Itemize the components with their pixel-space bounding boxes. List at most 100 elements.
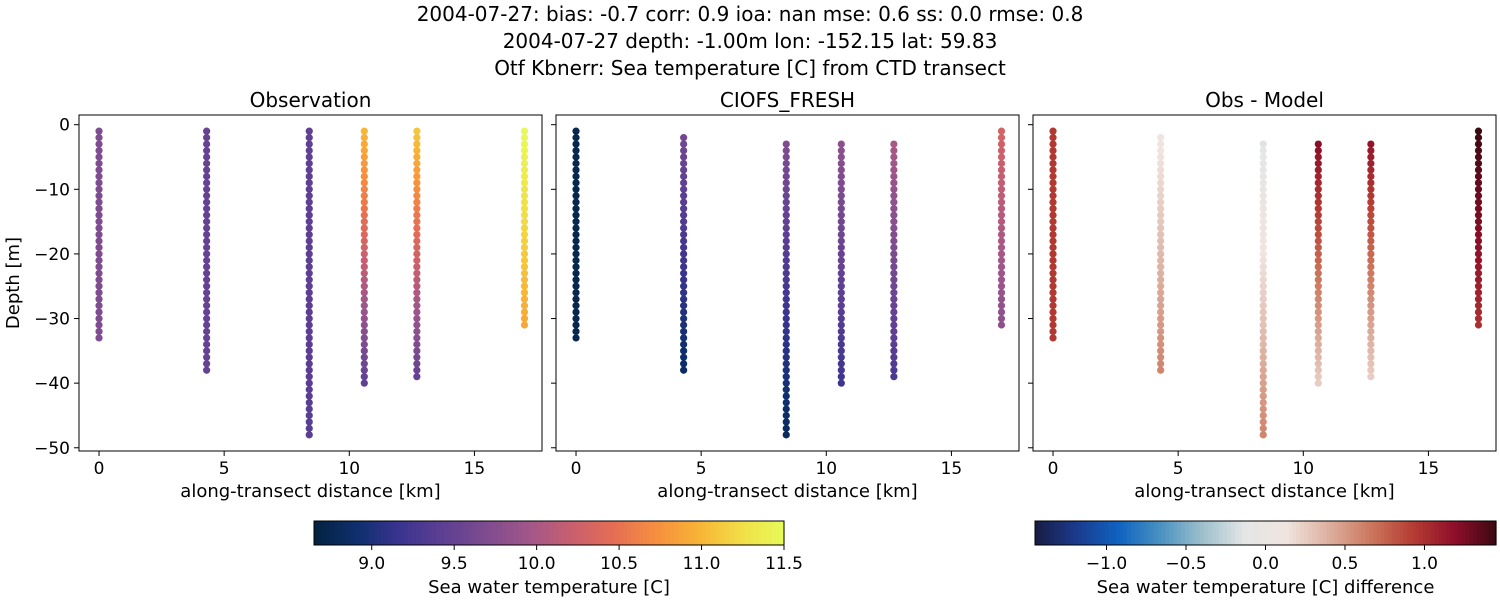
colorbar-tick-label: −1.0 [1086,554,1127,574]
colorbar-segment [1334,521,1340,545]
colorbar-segment [1350,521,1355,545]
data-point [1314,250,1322,258]
data-point [360,179,368,187]
data-point [1314,302,1322,310]
data-point [837,140,845,148]
data-point [680,159,688,168]
colorbar-segment [654,521,660,545]
data-point [1367,340,1375,348]
data-point [890,302,898,310]
data-point [1367,230,1375,239]
data-point [305,334,313,342]
data-point [1474,302,1483,310]
colorbar-segment [361,521,366,545]
data-point [1314,243,1322,252]
x-tick-label: 5 [219,459,230,479]
y-tick-label: 0 [59,116,70,136]
data-point [1259,269,1267,277]
colorbar-segment [1119,521,1124,545]
data-point [95,198,103,206]
data-point [305,172,313,180]
data-point [1049,185,1057,193]
data-point [1259,276,1267,284]
data-point [890,360,898,368]
data-point [1157,321,1165,329]
data-point [360,314,368,323]
data-point [1367,153,1375,161]
colorbar-segment [646,521,652,545]
data-point [413,353,421,361]
colorbar-segment [455,521,460,545]
panel-title: CIOFS_FRESH [720,88,855,112]
data-point [782,424,790,432]
data-point [1049,250,1057,258]
data-point [997,205,1006,213]
data-point [305,405,313,413]
data-point [1474,237,1483,245]
colorbar-segment [1442,521,1447,545]
station-profile [95,127,103,342]
colorbar-segment [1184,521,1190,545]
data-point [997,218,1006,226]
colorbar-segment [1357,521,1363,545]
x-tick-label: 15 [1418,459,1440,479]
data-point [890,179,898,187]
data-point [890,334,898,342]
colorbar-segment [1380,521,1386,545]
data-point [997,282,1006,290]
data-point [95,218,103,226]
colorbar-segment [666,521,672,545]
data-point [305,373,313,381]
colorbar-segment [1073,521,1078,545]
data-point [305,211,313,219]
station-profile [997,127,1006,329]
colorbar-segment [337,521,343,545]
data-point [305,308,313,316]
data-point [782,218,790,226]
data-point [360,198,368,206]
data-point [305,256,313,264]
data-point [1157,327,1165,336]
data-point [305,269,313,277]
data-point [997,230,1006,239]
data-point [203,302,211,310]
colorbar-segment [466,521,472,545]
data-point [837,340,845,348]
data-point [95,256,103,264]
data-point [413,282,421,290]
data-point [680,360,688,368]
station-profile [1367,140,1375,381]
data-point [890,321,898,329]
data-point [413,289,421,297]
data-point [572,134,580,142]
data-point [782,166,790,174]
data-point [680,334,688,342]
data-point [203,327,211,336]
data-point [1049,166,1057,174]
data-point [837,353,845,361]
data-point [1049,269,1057,277]
data-point [1259,418,1267,426]
data-point [1259,295,1267,303]
colorbar-segment [1415,521,1420,545]
data-point [890,140,898,148]
colorbar-segment [1161,521,1167,545]
data-point [305,392,313,400]
data-point [1259,347,1267,355]
data-point [782,211,790,219]
colorbar-segment [1353,521,1359,545]
data-point [782,237,790,245]
data-point [360,379,368,387]
data-point [305,398,313,407]
colorbar-segment [1077,521,1082,545]
colorbar-segment [690,521,695,545]
data-point [782,192,790,200]
colorbar-segment [1300,521,1305,545]
data-point [203,282,211,290]
colorbar-segment [1346,521,1351,545]
data-point [1474,185,1483,193]
data-point [520,237,529,245]
data-point [360,153,368,161]
data-point [520,263,529,271]
panel-3: Obs - Model 0 5 10 15 along-transect distance… [1028,88,1497,502]
